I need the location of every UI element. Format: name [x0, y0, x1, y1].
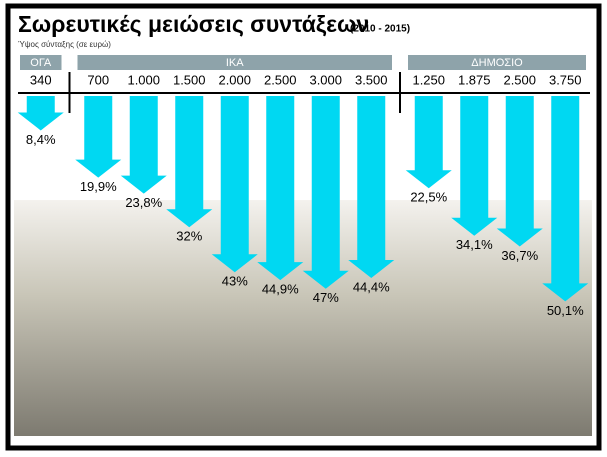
category-label: 3.000 — [309, 72, 342, 87]
value-label: 19,9% — [80, 179, 117, 194]
category-label: 3.750 — [549, 72, 582, 87]
value-label: 44,9% — [262, 282, 299, 297]
arrow-bar — [302, 96, 349, 289]
group-label: ΟΓΑ — [30, 57, 52, 69]
arrow-bar — [120, 96, 167, 194]
category-label: 3.500 — [355, 72, 388, 87]
photo-background — [14, 200, 592, 436]
category-label: 2.500 — [264, 72, 297, 87]
arrow-bar — [542, 96, 589, 302]
value-label: 43% — [222, 274, 248, 289]
value-label: 32% — [176, 229, 202, 244]
value-label: 22,5% — [410, 190, 447, 205]
category-label: 2.000 — [218, 72, 251, 87]
x-label: Ύψος σύνταξης (σε ευρώ) — [18, 40, 111, 49]
group-label: ΙΚΑ — [226, 57, 244, 69]
category-label: 1.500 — [173, 72, 206, 87]
group-header — [408, 55, 586, 70]
arrow-bar — [75, 96, 122, 178]
arrow-bar — [166, 96, 213, 228]
value-label: 34,1% — [456, 237, 493, 252]
category-label: 1.250 — [412, 72, 445, 87]
category-label: 1.875 — [458, 72, 491, 87]
arrow-bar — [257, 96, 304, 281]
arrow-bar — [405, 96, 452, 189]
group-label: ΔΗΜΟΣΙΟ — [471, 57, 523, 69]
value-label: 47% — [313, 290, 339, 305]
category-label: 1.000 — [127, 72, 160, 87]
frame — [5, 3, 602, 451]
group-header — [77, 55, 392, 70]
title-note: (2010 - 2015) — [350, 24, 410, 35]
value-label: 23,8% — [125, 195, 162, 210]
value-label: 44,4% — [353, 279, 390, 294]
arrow-bar — [496, 96, 543, 247]
arrow-bar — [451, 96, 498, 236]
category-label: 2.500 — [503, 72, 536, 87]
arrow-bar — [17, 96, 64, 131]
category-label: 340 — [30, 72, 52, 87]
arrow-bar — [348, 96, 395, 279]
chart-title: Σωρευτικές μειώσεις συντάξεων — [18, 11, 369, 37]
group-header — [20, 55, 62, 70]
category-label: 700 — [87, 72, 109, 87]
value-label: 50,1% — [547, 303, 584, 318]
value-label: 36,7% — [501, 248, 538, 263]
arrow-bar — [211, 96, 258, 273]
value-label: 8,4% — [26, 132, 56, 147]
